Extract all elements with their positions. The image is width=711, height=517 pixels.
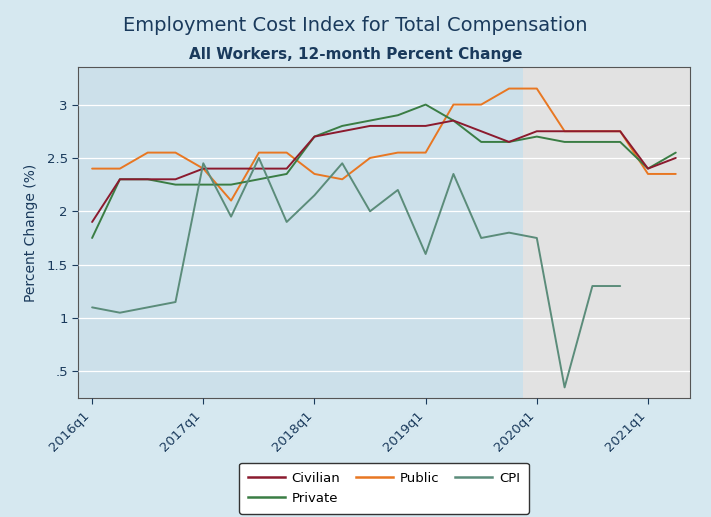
Text: Employment Cost Index for Total Compensation: Employment Cost Index for Total Compensa… [123,16,588,35]
Y-axis label: Percent Change (%): Percent Change (%) [24,163,38,302]
Legend: Civilian, Private, Public, CPI: Civilian, Private, Public, CPI [239,463,529,514]
Text: All Workers, 12-month Percent Change: All Workers, 12-month Percent Change [188,47,523,62]
Bar [523,67,690,398]
